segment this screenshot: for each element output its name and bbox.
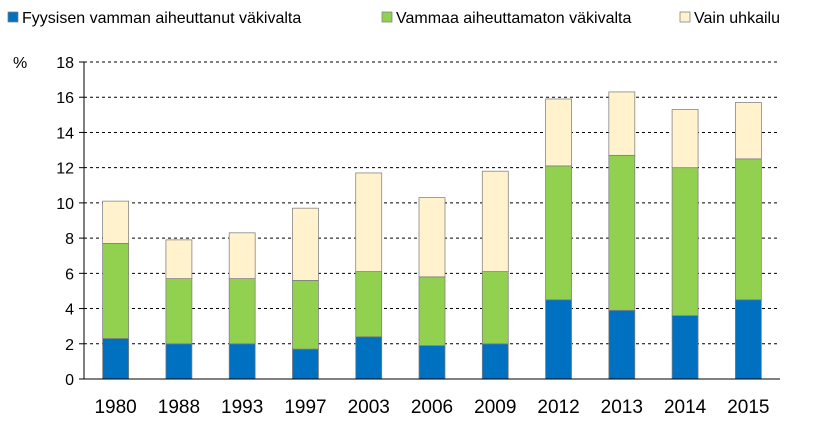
y-tick-label: 8 xyxy=(65,231,74,248)
x-tick-label: 1988 xyxy=(158,397,200,418)
legend-label-0: Fyysisen vamman aiheuttanut väkivalta xyxy=(22,10,301,27)
legend-label-2: Vain uhkailu xyxy=(694,10,780,27)
bar-segment-2003-s2 xyxy=(355,172,383,272)
bar-segment-2009-s1 xyxy=(481,271,509,345)
y-tick-label: 4 xyxy=(65,302,74,319)
x-tick-label: 1980 xyxy=(94,397,136,418)
x-axis-ticks: 1980 1988 1993 1997 2003 2006 2009 2012 2013 2014… xyxy=(94,397,769,418)
x-tick-label: 2015 xyxy=(727,397,769,418)
bar-segment-2014-s1 xyxy=(671,167,699,316)
bar-segment-2012-s2 xyxy=(545,98,572,167)
bar-segment-1980-s2 xyxy=(102,200,130,244)
y-tick-label: 14 xyxy=(56,125,74,142)
bar-segment-2013-s1 xyxy=(608,154,636,311)
bar-segment-1980-s1 xyxy=(102,243,130,339)
bar-segment-1993-s2 xyxy=(228,232,256,279)
bar-segment-2014-s2 xyxy=(671,109,699,169)
x-tick-label: 2014 xyxy=(664,397,707,418)
x-tick-label: 2003 xyxy=(348,397,390,418)
y-axis-label: % xyxy=(13,55,27,72)
bar-segment-2003-s1 xyxy=(355,271,383,338)
x-tick-label: 2013 xyxy=(601,397,643,418)
x-tick-label: 2009 xyxy=(474,397,516,418)
bar-segment-1993-s0 xyxy=(228,343,256,380)
bar-segment-1988-s0 xyxy=(165,343,193,380)
bar-segment-2014-s0 xyxy=(671,315,699,380)
bar-segment-1997-s0 xyxy=(292,348,319,380)
y-tick-label: 2 xyxy=(65,337,74,354)
bar-segment-2013-s0 xyxy=(608,309,636,380)
y-tick-label: 10 xyxy=(56,196,74,213)
y-axis-ticks: 0 2 4 6 8 10 12 14 16 18 xyxy=(56,55,84,389)
bar-segment-2013-s2 xyxy=(608,91,636,156)
bar-segment-2006-s0 xyxy=(418,345,446,380)
bar-segment-2009-s0 xyxy=(481,343,509,380)
bar-segment-1980-s0 xyxy=(102,338,130,380)
x-tick-label: 2006 xyxy=(411,397,453,418)
bar-segment-1988-s1 xyxy=(165,278,193,345)
x-tick-label: 2012 xyxy=(537,397,579,418)
bar-segment-2015-s0 xyxy=(734,299,762,380)
axes xyxy=(83,62,780,380)
x-tick-label: 1997 xyxy=(284,397,326,418)
y-tick-label: 18 xyxy=(56,55,74,72)
bar-segment-2015-s2 xyxy=(734,102,762,160)
bar-segment-1988-s2 xyxy=(165,239,193,279)
y-tick-label: 12 xyxy=(56,161,74,178)
legend-label-1: Vammaa aiheuttamaton väkivalta xyxy=(396,10,631,27)
bars xyxy=(102,91,762,380)
bar-segment-1993-s1 xyxy=(228,278,256,345)
x-tick-label: 1993 xyxy=(221,397,263,418)
bar-segment-2006-s2 xyxy=(418,197,446,278)
y-tick-label: 0 xyxy=(65,372,74,389)
bar-segment-2006-s1 xyxy=(418,276,446,346)
bar-segment-1997-s1 xyxy=(292,280,319,350)
legend: Fyysisen vamman aiheuttanut väkivalta Vam… xyxy=(7,10,780,27)
bar-segment-2009-s2 xyxy=(481,170,509,272)
bar-segment-2003-s0 xyxy=(355,336,383,380)
bar-segment-1997-s2 xyxy=(292,207,319,281)
legend-swatch-0 xyxy=(7,11,19,23)
bar-segment-2015-s1 xyxy=(734,158,762,301)
bar-segment-2012-s0 xyxy=(545,299,572,380)
bar-segment-2012-s1 xyxy=(545,165,572,301)
y-tick-label: 6 xyxy=(65,266,74,283)
legend-swatch-2 xyxy=(679,11,691,23)
legend-swatch-1 xyxy=(381,11,393,23)
y-tick-label: 16 xyxy=(56,90,74,107)
